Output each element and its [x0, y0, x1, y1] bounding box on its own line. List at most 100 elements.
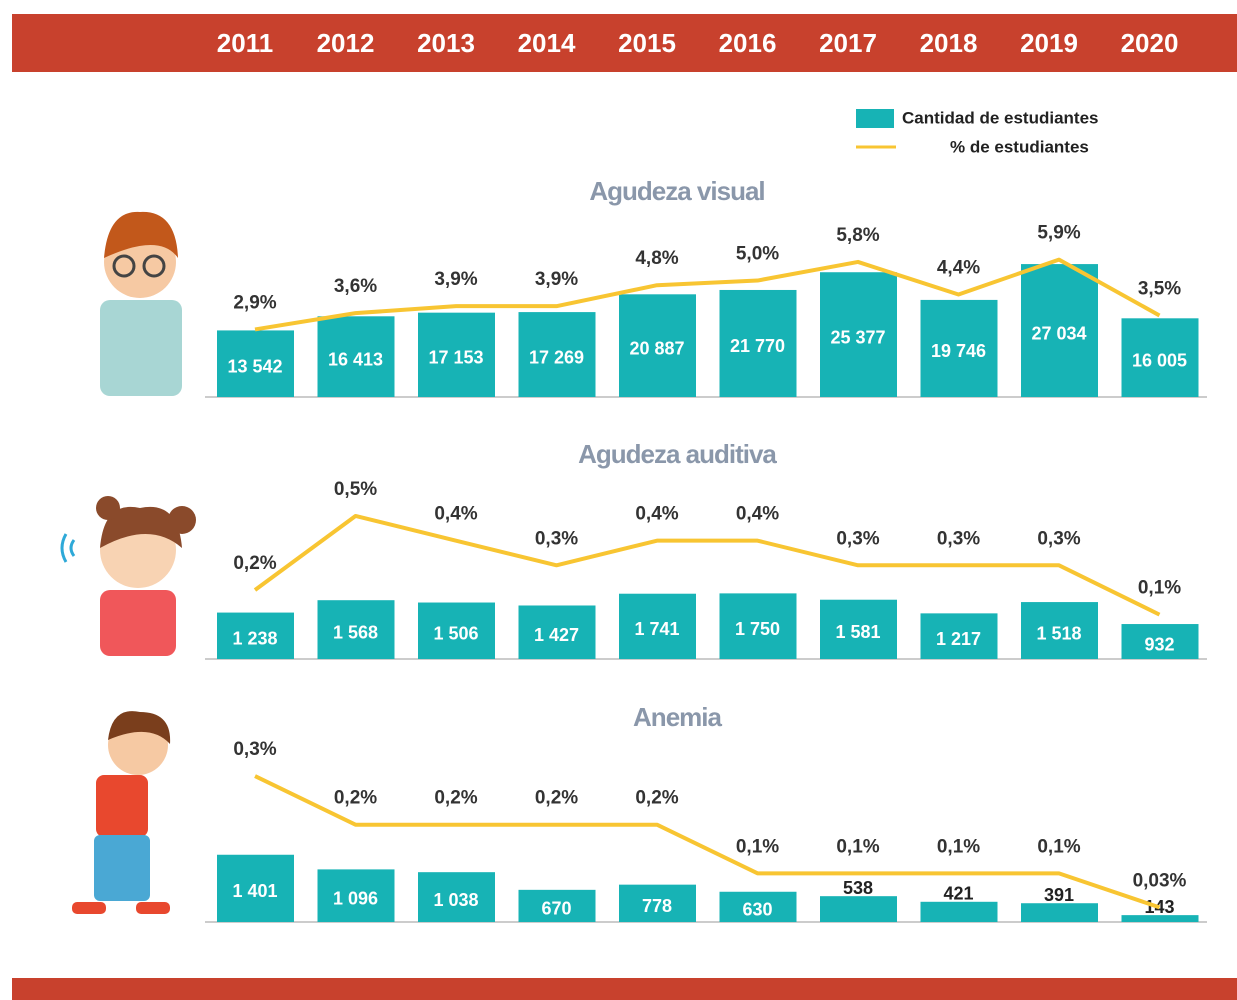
percent-label: 0,4% [635, 504, 678, 525]
bar-value-label: 1 238 [232, 629, 277, 649]
bar [518, 889, 596, 922]
bar [1121, 915, 1199, 922]
bar-value-label: 27 034 [1031, 323, 1086, 343]
bar-value-label: 391 [1044, 885, 1074, 905]
year-label: 2018 [920, 28, 978, 58]
illustration-girl-listening [60, 496, 196, 656]
bar [217, 612, 294, 659]
bar-value-label: 1 741 [634, 619, 679, 639]
bar-value-label: 1 401 [232, 881, 277, 901]
bar [418, 602, 495, 659]
bar [920, 901, 998, 922]
year-label: 2012 [317, 28, 375, 58]
bar [820, 272, 897, 397]
percent-label: 0,1% [836, 836, 879, 857]
bar-value-label: 19 746 [931, 341, 986, 361]
bar [619, 884, 696, 922]
percent-label: 0,2% [535, 788, 578, 809]
legend-label: % de estudiantes [950, 137, 1089, 156]
bar-value-label: 630 [742, 900, 772, 920]
header-band [12, 14, 1237, 72]
bar [1021, 602, 1098, 659]
chart-title: Anemia [633, 702, 722, 732]
bar-value-label: 1 096 [333, 888, 378, 908]
year-label: 2013 [417, 28, 475, 58]
percent-line [254, 774, 1161, 910]
percent-label: 0,3% [937, 528, 980, 549]
percent-label: 0,3% [233, 739, 276, 760]
year-label: 2011 [217, 28, 273, 58]
bar [518, 605, 596, 659]
footer-band [12, 978, 1237, 1000]
percent-label: 0,2% [635, 788, 678, 809]
bar [317, 600, 395, 659]
bar-value-label: 1 038 [433, 890, 478, 910]
bar-value-label: 25 377 [830, 327, 885, 347]
bar [719, 891, 797, 922]
bar [418, 312, 495, 397]
illustration-tired-boy [72, 711, 171, 914]
year-label: 2014 [518, 28, 576, 58]
bar-value-label: 1 217 [936, 629, 981, 649]
percent-label: 0,2% [334, 788, 377, 809]
bar-value-label: 1 581 [835, 622, 880, 642]
bar [317, 316, 395, 397]
bar-value-label: 21 770 [730, 336, 785, 356]
percent-label: 0,4% [434, 504, 477, 525]
illustration-boy-glasses [100, 211, 182, 396]
bar-value-label: 670 [541, 899, 571, 919]
percent-label: 0,5% [334, 479, 377, 500]
percent-label: 4,4% [937, 258, 980, 279]
percent-label: 0,3% [535, 528, 578, 549]
percent-label: 0,03% [1133, 870, 1187, 891]
percent-label: 0,1% [1037, 836, 1080, 857]
bar-value-label: 1 518 [1036, 623, 1081, 643]
bar-value-label: 1 506 [433, 624, 478, 644]
bar [1121, 318, 1199, 397]
percent-label: 0,2% [233, 553, 276, 574]
bar [920, 299, 998, 397]
percent-label: 3,6% [334, 276, 377, 297]
percent-label: 0,3% [1037, 528, 1080, 549]
bar [1021, 903, 1098, 922]
percent-label: 0,1% [937, 836, 980, 857]
bar [317, 869, 395, 922]
bar [719, 593, 797, 659]
bar-value-label: 538 [843, 878, 873, 898]
percent-line [254, 257, 1161, 332]
percent-label: 3,9% [434, 269, 477, 290]
percent-label: 0,4% [736, 504, 779, 525]
bar-value-label: 1 427 [534, 625, 579, 645]
year-label: 2016 [719, 28, 777, 58]
bar-value-label: 16 413 [328, 349, 383, 369]
percent-label: 2,9% [233, 292, 276, 313]
bar-value-label: 778 [642, 896, 672, 916]
legend-label: Cantidad de estudiantes [902, 108, 1098, 127]
percent-label: 3,9% [535, 269, 578, 290]
bar-value-label: 932 [1144, 634, 1174, 654]
percent-label: 5,0% [736, 244, 779, 265]
year-label: 2020 [1121, 28, 1179, 58]
year-label: 2017 [819, 28, 877, 58]
bar [518, 312, 596, 397]
year-label: 2015 [618, 28, 676, 58]
percent-label: 4,8% [635, 248, 678, 269]
bar-value-label: 1 568 [333, 622, 378, 642]
percent-label: 0,1% [1138, 578, 1181, 599]
percent-label: 5,9% [1037, 223, 1080, 244]
bar-value-label: 17 153 [428, 348, 483, 368]
bar-value-label: 17 269 [529, 347, 584, 367]
bar [820, 896, 897, 922]
percent-label: 3,5% [1138, 279, 1181, 300]
percent-label: 0,3% [836, 528, 879, 549]
bar-value-label: 421 [943, 884, 973, 904]
bar [619, 593, 696, 659]
percent-label: 0,1% [736, 836, 779, 857]
bar [820, 599, 897, 659]
bar-value-label: 1 750 [735, 619, 780, 639]
bar [920, 613, 998, 659]
percent-label: 5,8% [836, 225, 879, 246]
bar [418, 872, 495, 922]
bar [719, 289, 797, 397]
